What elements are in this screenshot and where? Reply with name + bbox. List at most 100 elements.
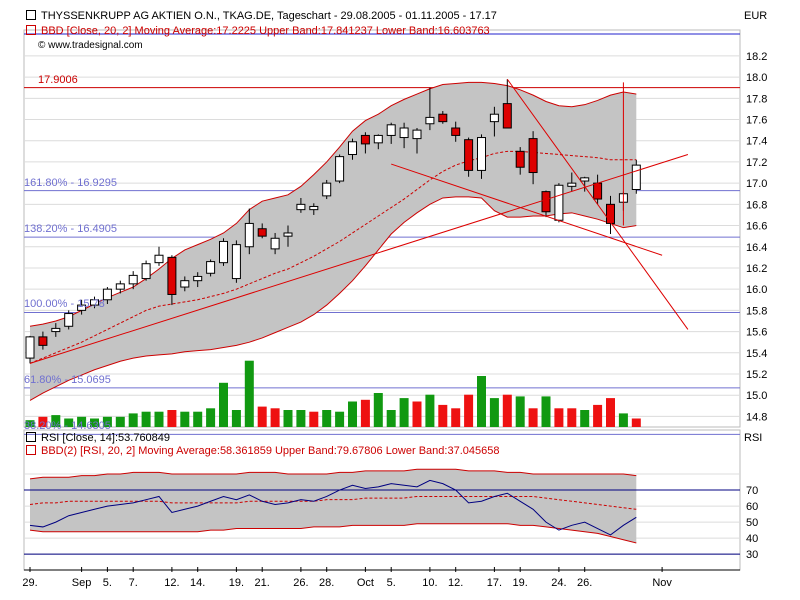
price-tick-label: 17.8 bbox=[746, 93, 767, 105]
candle-body bbox=[399, 127, 409, 139]
candle-body bbox=[219, 240, 228, 264]
volume-bar bbox=[231, 410, 241, 427]
candle-body bbox=[631, 164, 641, 190]
price-tick-label: 17.6 bbox=[746, 115, 767, 127]
rsi-marker-icon bbox=[26, 432, 36, 442]
volume-bar bbox=[386, 410, 396, 427]
x-tick-label: 24. bbox=[551, 577, 566, 589]
price-tick-label: 15.0 bbox=[746, 390, 767, 402]
candle-body bbox=[154, 254, 164, 264]
x-tick-label: 26. bbox=[577, 577, 592, 589]
price-tick-label: 17.4 bbox=[746, 136, 767, 148]
candle-body bbox=[128, 274, 138, 285]
price-tick-label: 15.8 bbox=[746, 305, 767, 317]
x-tick-label: 10. bbox=[422, 577, 437, 589]
rsi-band-fill bbox=[30, 469, 637, 543]
volume-bar bbox=[464, 394, 474, 427]
volume-bar bbox=[64, 418, 74, 427]
trendline bbox=[29, 154, 689, 364]
candle-body bbox=[64, 313, 74, 327]
x-tick-label: Nov bbox=[652, 577, 672, 589]
x-tick-label: 7. bbox=[129, 577, 138, 589]
rsi-title-text: RSI [Close, 14]:53.760849 bbox=[41, 432, 171, 444]
price-tick-label: 15.6 bbox=[746, 327, 767, 339]
volume-bar bbox=[580, 410, 590, 427]
candle-body bbox=[360, 134, 370, 145]
x-tick-label: Oct bbox=[357, 577, 374, 589]
trendline bbox=[391, 163, 663, 256]
candle-body bbox=[373, 134, 383, 144]
candle-body bbox=[502, 103, 512, 129]
candle-body bbox=[489, 113, 499, 123]
volume-bar bbox=[438, 404, 448, 427]
candle-body bbox=[438, 113, 448, 123]
candle-body bbox=[193, 275, 203, 282]
candle-body bbox=[141, 263, 151, 280]
candle-body bbox=[180, 280, 190, 288]
volume-bar bbox=[373, 393, 383, 427]
series-marker-icon bbox=[26, 10, 36, 20]
candle-body bbox=[348, 141, 357, 156]
x-tick-label: 12. bbox=[448, 577, 463, 589]
fib-label: 161.80% - 16.9295 bbox=[24, 176, 117, 189]
candle-body bbox=[580, 177, 590, 182]
candle-body bbox=[322, 182, 332, 197]
volume-bar bbox=[502, 394, 512, 427]
candle-body bbox=[309, 205, 319, 211]
x-tick-label: 17. bbox=[487, 577, 502, 589]
volume-bar bbox=[606, 398, 615, 427]
fib-label: 38.20% - 14.6305 bbox=[24, 420, 111, 433]
candle-body bbox=[335, 156, 345, 182]
volume-bar bbox=[477, 376, 486, 427]
candle-body bbox=[554, 184, 564, 221]
candle-body bbox=[386, 124, 396, 136]
candle-body bbox=[412, 129, 422, 140]
price-tick-label: 16.4 bbox=[746, 242, 767, 254]
volume-bar bbox=[335, 411, 345, 427]
rsi-tick-label: 70 bbox=[746, 485, 758, 497]
rsi-panel bbox=[24, 468, 740, 555]
volume-bar bbox=[257, 406, 267, 427]
trendline bbox=[506, 78, 689, 330]
x-tick-label: 29. bbox=[22, 577, 37, 589]
rsi-tick-label: 60 bbox=[746, 501, 758, 513]
candle-body bbox=[606, 203, 615, 224]
volume-bar bbox=[567, 408, 577, 427]
volume-bar bbox=[38, 416, 48, 427]
x-tick-label: 26. bbox=[293, 577, 308, 589]
fib-label: 138.20% - 16.4905 bbox=[24, 223, 117, 236]
volume-bar bbox=[451, 408, 461, 427]
rsi-upper-band bbox=[29, 468, 637, 480]
candle-body bbox=[77, 304, 87, 311]
rsi-bollinger-title: BBD(2) [RSI, 20, 2] Moving Average:58.36… bbox=[26, 445, 499, 457]
volume-bar bbox=[193, 411, 203, 427]
candle-body bbox=[244, 222, 254, 248]
x-tick-label: 12. bbox=[164, 577, 179, 589]
candle-body bbox=[257, 228, 267, 237]
axes: 14.8 15.0 15.2 15.4 15.6 15.8 16.0 16.2 16.4 16.6… bbox=[22, 51, 767, 589]
candle-body bbox=[528, 138, 538, 174]
price-tick-label: 14.8 bbox=[746, 411, 767, 423]
volume-bar bbox=[425, 394, 435, 427]
price-tick-label: 18.2 bbox=[746, 51, 767, 63]
candle-body bbox=[270, 237, 280, 250]
candle-body bbox=[206, 261, 216, 274]
rsi-bollinger-title-text: BBD(2) [RSI, 20, 2] Moving Average:58.36… bbox=[41, 445, 500, 457]
x-tick-label: 19. bbox=[513, 577, 528, 589]
price-tick-label: 16.2 bbox=[746, 263, 767, 275]
price-title: THYSSENKRUPP AG AKTIEN O.N., TKAG.DE, Ta… bbox=[26, 10, 497, 22]
x-tick-label: 14. bbox=[190, 577, 205, 589]
volume-bar bbox=[554, 408, 564, 427]
volume-bar bbox=[412, 401, 422, 427]
volume-bar bbox=[154, 411, 164, 427]
currency-label: EUR bbox=[744, 10, 768, 22]
x-tick-label: 28. bbox=[319, 577, 334, 589]
candle-body bbox=[25, 336, 35, 359]
candle-body bbox=[451, 127, 461, 136]
volume-bar bbox=[102, 416, 112, 427]
volume-bar bbox=[167, 410, 177, 427]
volume-bar bbox=[206, 408, 216, 427]
candle-body bbox=[167, 256, 177, 295]
bollinger-lower-line bbox=[29, 196, 637, 401]
